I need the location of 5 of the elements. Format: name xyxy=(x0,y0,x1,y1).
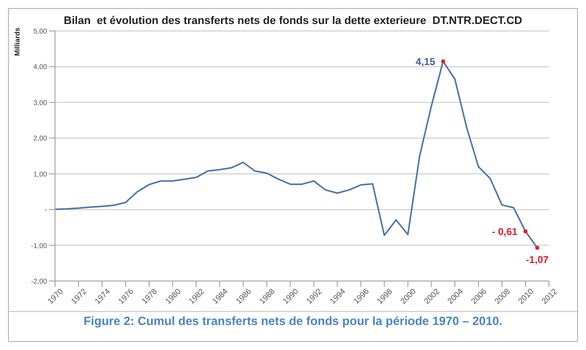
annotation: 4,15 xyxy=(416,56,436,68)
chart-title: Bilan et évolution des transferts nets de fonds sur la dette exterieure DT.NTR.DECT.CD xyxy=(62,15,524,27)
caption: Figure 2: Cumul des transferts nets de fonds pour la période 1970 – 2010. xyxy=(9,311,577,328)
annotation: -1,07 xyxy=(526,254,550,266)
annotation: - 0,61 xyxy=(492,226,518,238)
